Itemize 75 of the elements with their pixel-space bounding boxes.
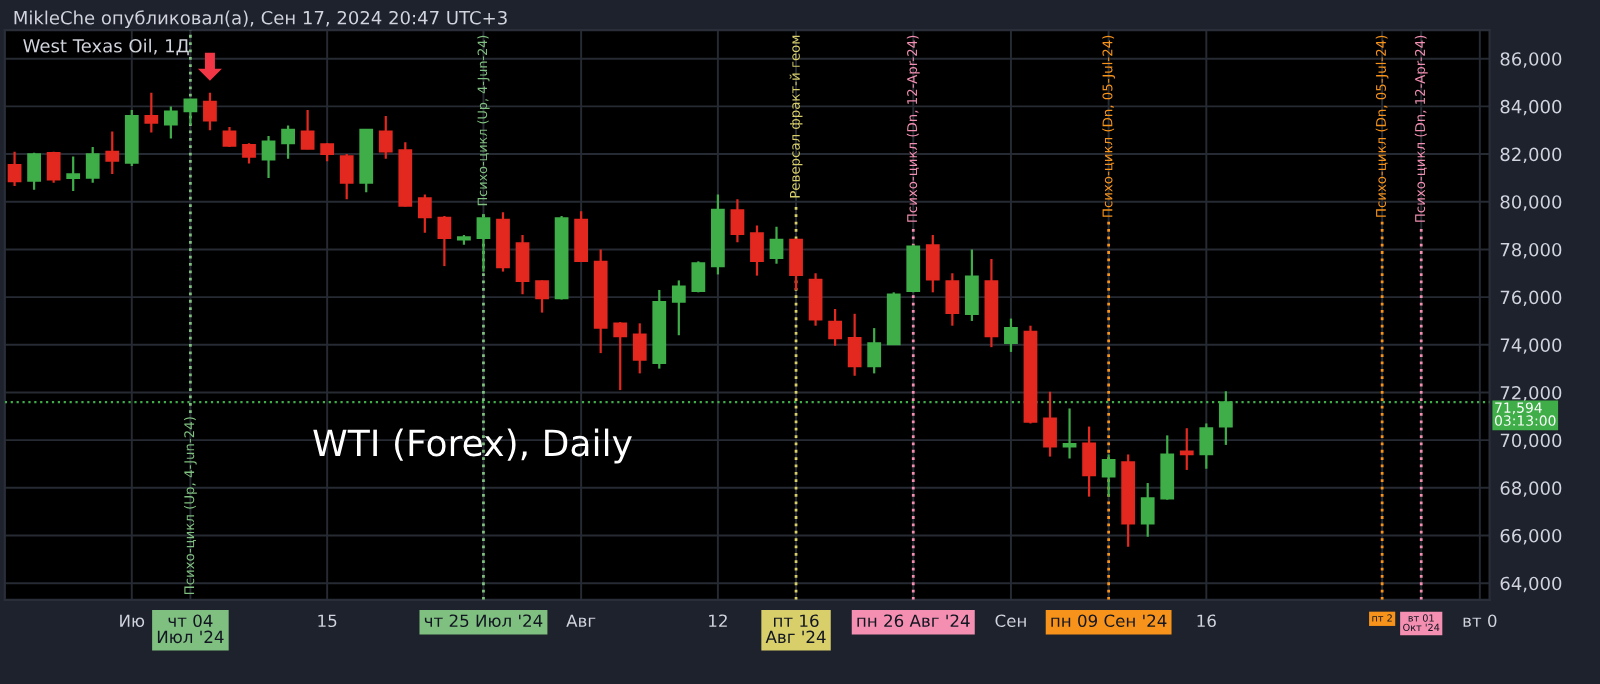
y-tick-label: 80,000 [1500,195,1562,211]
candlestick [867,326,882,375]
candlestick [1160,434,1175,501]
y-tick-label: 72,000 [1500,385,1562,402]
candlestick [105,130,120,176]
candlestick [261,134,276,180]
candlestick [574,210,589,263]
candlestick [925,234,940,294]
x-tick-label: пт 16 Авг '24 [765,614,826,643]
candlestick [769,225,784,265]
y-tick-label: 66,000 [1500,528,1562,545]
candlestick [789,237,803,292]
candlestick [339,152,354,201]
candlestick [437,214,452,268]
x-tick-label: Ию [120,614,145,628]
candlestick [691,260,706,294]
x-tick-label: вт 0 [1463,614,1497,628]
x-tick-label: 12 [709,614,727,627]
candlestick [222,126,237,149]
x-tick-label: пн 26 Авг '24 [857,614,970,628]
y-tick-label: 84,000 [1500,99,1562,116]
candlestick [847,312,862,377]
candlestick [1004,317,1018,354]
candlestick [945,272,960,327]
x-tick-label: 15 [318,614,337,628]
candlestick [1101,453,1116,498]
chart-subtitle: West Texas Oil, 1Д [23,38,189,56]
y-tick-label: 76,000 [1500,290,1562,307]
candlestick [1140,481,1155,538]
y-tick-label: 70,000 [1500,433,1562,450]
candlestick [1043,390,1057,458]
annotation: WTI (Forex), Daily [313,428,632,464]
x-tick-label: чт 25 Июл '24 [424,614,543,628]
candlestick [27,151,41,191]
y-tick-label: 68,000 [1500,481,1562,497]
candlestick [85,145,100,184]
candlestick [281,124,295,160]
y-tick-label: 78,000 [1500,242,1562,259]
candlestick [515,234,530,296]
candlestick [476,213,491,273]
candlestick [300,108,315,151]
candlestick [66,155,81,193]
candlestick [613,321,628,392]
candlestick [46,150,61,184]
candlestick [378,114,393,160]
candlestick [964,248,979,323]
candlestick [828,307,843,347]
x-tick-label: Авг [566,614,596,627]
candlestick [144,91,159,134]
chart-title: MikleChe опубликовал(а), Сен 17, 2024 20:47 UTC+3 [14,10,507,29]
candlestick [730,198,745,244]
y-tick-label: 82,000 [1500,147,1562,164]
candlestick [671,279,686,337]
candlestick [632,322,647,375]
candlestick [808,272,823,327]
candlestick [203,91,217,132]
candlestick [750,224,764,277]
candlestick [163,105,178,140]
x-tick-label: Сен [995,614,1026,628]
candlestick [124,108,139,168]
candlestick [1062,407,1077,460]
x-tick-label: 16 [1197,614,1216,628]
y-tick-label: 74,000 [1500,338,1562,354]
x-tick-label: пн 09 Сен '24 [1051,614,1167,628]
candlestick [1199,422,1214,470]
y-tick-label: 86,000 [1500,52,1562,68]
candlestick [496,211,510,273]
candlestick [1082,425,1096,498]
candlestick [417,193,432,234]
candlestick [7,150,22,188]
candlestick [535,279,549,314]
x-tick-label: чт 04 Июл '24 [157,614,224,644]
candlestick [242,142,256,165]
y-tick-label: 64,000 [1500,576,1562,593]
candlestick [183,98,198,126]
